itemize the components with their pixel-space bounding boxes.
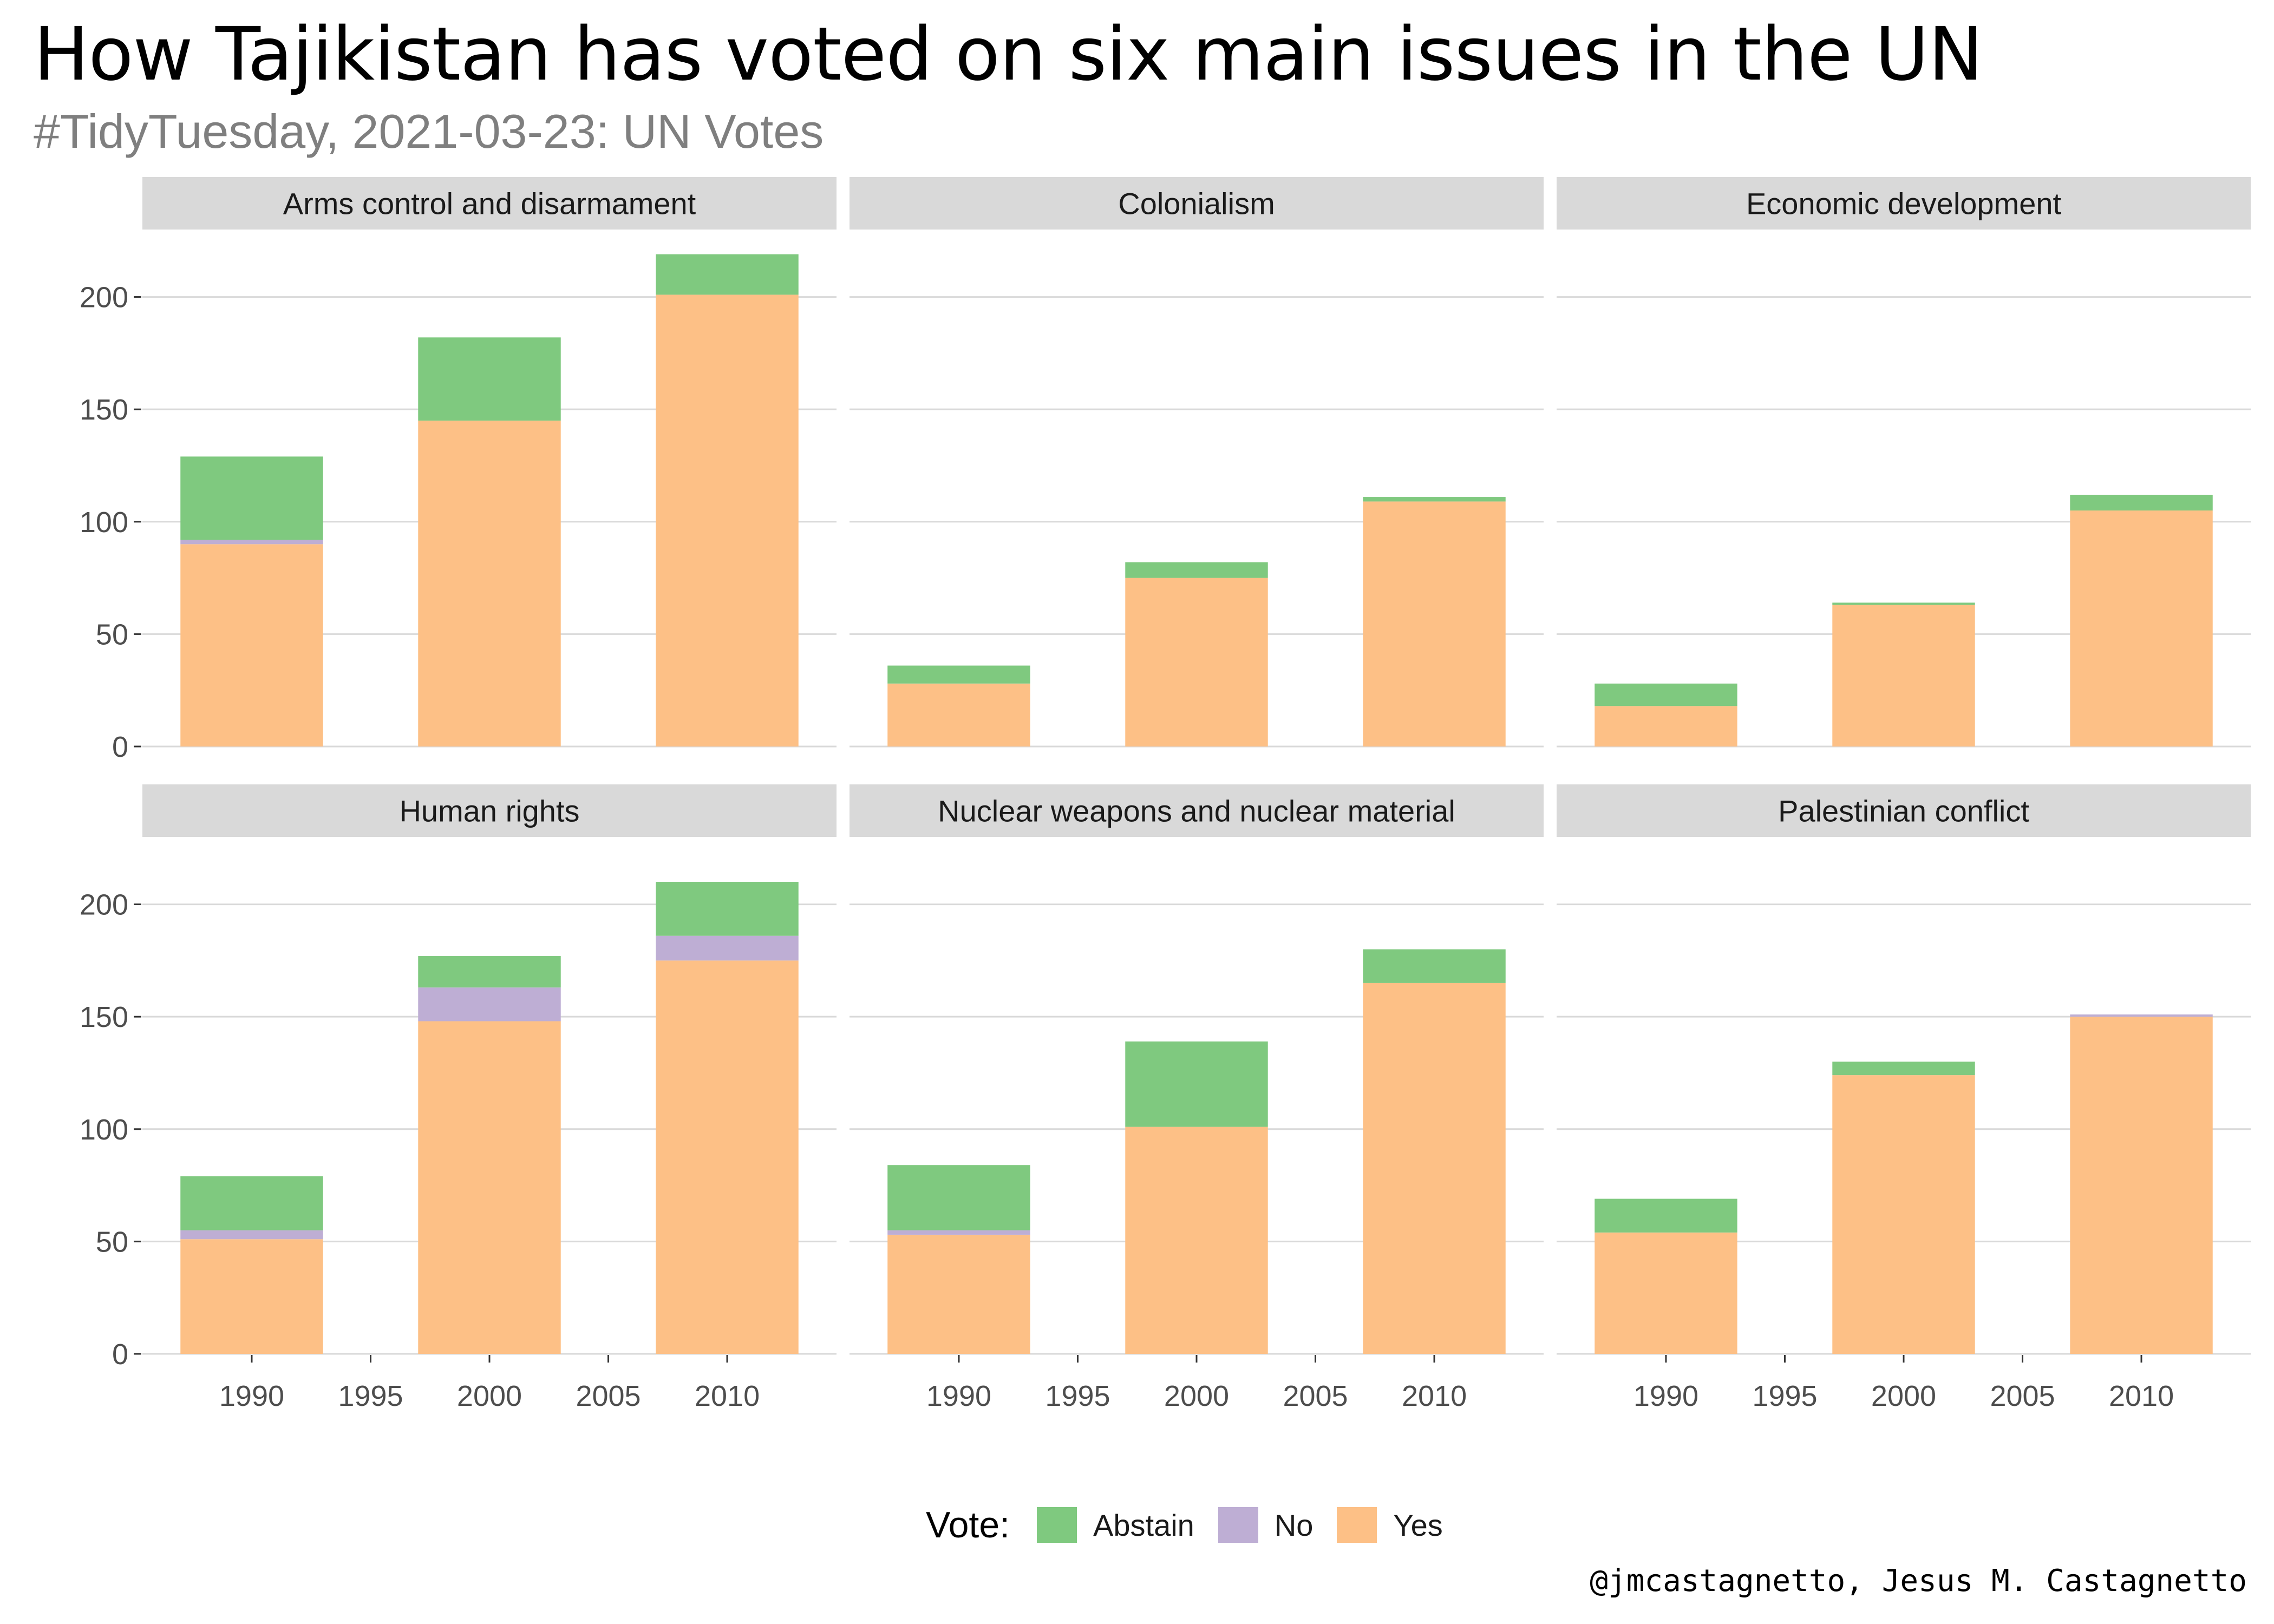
x-tick-label: 1990 bbox=[926, 1380, 991, 1412]
x-tick-label: 1995 bbox=[338, 1380, 403, 1412]
facet-strip-colonialism bbox=[850, 177, 1544, 230]
bar-yes-2010 bbox=[656, 960, 799, 1354]
facet-strip-label: Palestinian conflict bbox=[1778, 794, 2029, 828]
y-tick-label: 100 bbox=[80, 1114, 128, 1146]
bar-yes-2000 bbox=[418, 420, 561, 746]
legend-item-yes: Yes bbox=[1337, 1507, 1443, 1543]
bar-abstain-1990 bbox=[887, 665, 1030, 684]
bar-abstain-2000 bbox=[1125, 1041, 1268, 1127]
bar-abstain-2010 bbox=[2070, 494, 2213, 511]
y-tick-label: 0 bbox=[112, 1338, 128, 1371]
bar-abstain-2000 bbox=[1125, 562, 1268, 578]
facet-strip-human-rights bbox=[142, 784, 837, 837]
bar-yes-2000 bbox=[1125, 1127, 1268, 1354]
chart-subtitle: #TidyTuesday, 2021-03-23: UN Votes bbox=[34, 104, 824, 158]
bar-abstain-1990 bbox=[180, 1176, 323, 1230]
x-tick-label: 2000 bbox=[457, 1380, 522, 1412]
y-tick-label: 0 bbox=[112, 731, 128, 763]
bar-abstain-2010 bbox=[1363, 497, 1506, 502]
x-tick-label: 2010 bbox=[1402, 1380, 1467, 1412]
facet-strip-label: Colonialism bbox=[1118, 187, 1275, 221]
facet-strip-arms-control-and-disarmament bbox=[142, 177, 837, 230]
facet-strip-economic-development bbox=[1557, 177, 2251, 230]
y-tick-label: 50 bbox=[96, 1226, 128, 1258]
bar-yes-2010 bbox=[1363, 501, 1506, 746]
x-tick-label: 2010 bbox=[2109, 1380, 2174, 1412]
x-tick-label: 2000 bbox=[1164, 1380, 1229, 1412]
x-tick-label: 2005 bbox=[1990, 1380, 2055, 1412]
x-tick-label: 1995 bbox=[1045, 1380, 1110, 1412]
bar-abstain-2000 bbox=[418, 956, 561, 988]
bar-yes-2000 bbox=[1125, 578, 1268, 746]
legend-key-no bbox=[1218, 1507, 1258, 1543]
x-tick-label: 2000 bbox=[1871, 1380, 1936, 1412]
bar-abstain-2010 bbox=[656, 254, 799, 295]
legend-label-yes: Yes bbox=[1393, 1508, 1443, 1542]
legend: Vote: Abstain No Yes bbox=[926, 1501, 1467, 1549]
bar-yes-2000 bbox=[418, 1021, 561, 1354]
bar-yes-1990 bbox=[180, 544, 323, 746]
x-tick-label: 1990 bbox=[219, 1380, 284, 1412]
bar-abstain-1990 bbox=[887, 1165, 1030, 1230]
bar-yes-2010 bbox=[2070, 1017, 2213, 1354]
bar-yes-2010 bbox=[656, 294, 799, 746]
y-tick-label: 100 bbox=[80, 506, 128, 539]
legend-key-abstain bbox=[1037, 1507, 1077, 1543]
facet-strip-palestinian-conflict bbox=[1557, 784, 2251, 837]
caption: @jmcastagnetto, Jesus M. Castagnetto bbox=[1590, 1563, 2247, 1599]
y-tick-label: 200 bbox=[80, 281, 128, 314]
bar-yes-2000 bbox=[1832, 605, 1975, 746]
facet-strip-nuclear-weapons-and-nuclear-material bbox=[850, 784, 1544, 837]
facet-strip-label: Human rights bbox=[399, 794, 579, 828]
bar-yes-2000 bbox=[1832, 1075, 1975, 1354]
y-tick-label: 50 bbox=[96, 618, 128, 651]
legend-item-no: No bbox=[1218, 1507, 1314, 1543]
bar-no-1990 bbox=[180, 1230, 323, 1240]
bar-abstain-2010 bbox=[1363, 949, 1506, 983]
bar-abstain-2000 bbox=[418, 337, 561, 421]
bar-abstain-2000 bbox=[1832, 603, 1975, 605]
x-tick-label: 2005 bbox=[1283, 1380, 1348, 1412]
facet-strip-label: Arms control and disarmament bbox=[283, 187, 696, 221]
bar-yes-1990 bbox=[887, 1234, 1030, 1354]
legend-key-yes bbox=[1337, 1507, 1377, 1543]
x-tick-label: 1990 bbox=[1633, 1380, 1698, 1412]
bar-no-2010 bbox=[2070, 1014, 2213, 1017]
bar-abstain-2010 bbox=[656, 882, 799, 936]
facet-strip-label: Economic development bbox=[1746, 187, 2062, 221]
legend-title: Vote: bbox=[926, 1504, 1010, 1546]
bar-yes-2010 bbox=[1363, 983, 1506, 1354]
bar-no-1990 bbox=[180, 540, 323, 545]
legend-label-no: No bbox=[1274, 1508, 1314, 1542]
chart-title: How Tajikistan has voted on six main iss… bbox=[34, 12, 1983, 97]
y-tick-label: 200 bbox=[80, 889, 128, 921]
bar-abstain-1990 bbox=[1595, 683, 1737, 706]
bar-no-2010 bbox=[656, 935, 799, 961]
x-tick-label: 1995 bbox=[1752, 1380, 1817, 1412]
bar-abstain-1990 bbox=[1595, 1199, 1737, 1233]
y-tick-label: 150 bbox=[80, 1001, 128, 1033]
x-tick-label: 2010 bbox=[695, 1380, 760, 1412]
bar-abstain-1990 bbox=[180, 456, 323, 540]
legend-label-abstain: Abstain bbox=[1093, 1508, 1194, 1542]
facet-strip-label: Nuclear weapons and nuclear material bbox=[938, 794, 1455, 828]
bar-yes-1990 bbox=[1595, 1232, 1737, 1354]
bar-yes-1990 bbox=[887, 683, 1030, 746]
bar-abstain-2000 bbox=[1832, 1062, 1975, 1076]
bar-yes-2010 bbox=[2070, 510, 2213, 746]
legend-item-abstain: Abstain bbox=[1037, 1507, 1194, 1543]
y-tick-label: 150 bbox=[80, 394, 128, 426]
x-tick-label: 2005 bbox=[576, 1380, 641, 1412]
bar-yes-1990 bbox=[180, 1239, 323, 1354]
bar-no-1990 bbox=[887, 1230, 1030, 1235]
bar-no-2000 bbox=[418, 987, 561, 1021]
bar-yes-1990 bbox=[1595, 706, 1737, 746]
